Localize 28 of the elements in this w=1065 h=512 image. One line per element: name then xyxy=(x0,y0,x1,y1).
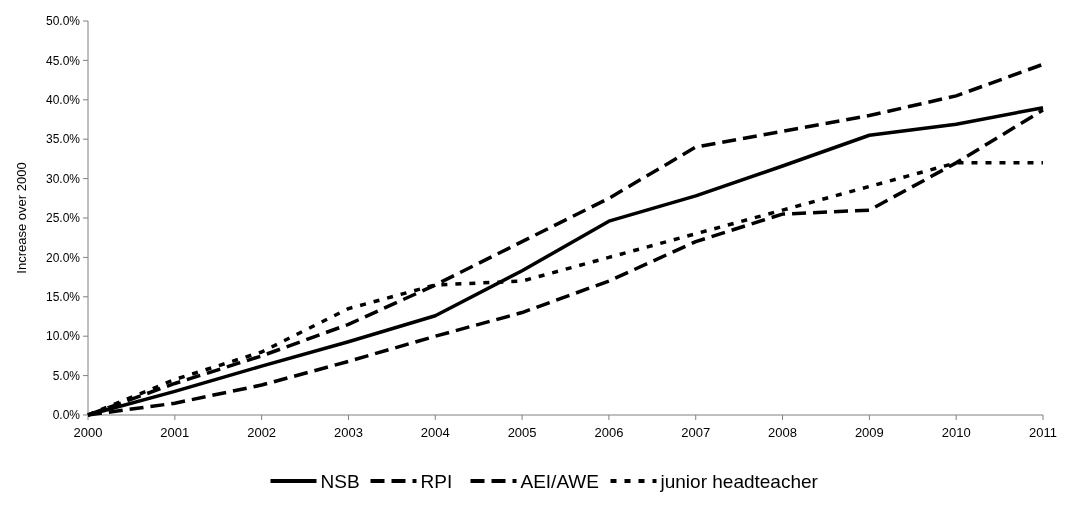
x-tick-label: 2008 xyxy=(768,425,798,440)
legend-label: junior headteacher xyxy=(659,470,819,492)
x-tick-label: 2002 xyxy=(247,425,277,440)
y-tick-label: 40.0% xyxy=(45,93,81,107)
x-tick-label: 2003 xyxy=(333,425,363,440)
y-axis-title: Increase over 2000 xyxy=(14,162,29,274)
legend-label: RPI xyxy=(420,470,453,492)
y-tick-label: 15.0% xyxy=(45,290,81,304)
x-tick-label: 2010 xyxy=(941,425,971,440)
y-tick-label: 5.0% xyxy=(52,368,81,383)
x-tick-label: 2001 xyxy=(160,425,190,440)
legend-label: AEI/AWE xyxy=(520,470,599,492)
y-tick-label: 20.0% xyxy=(45,250,81,265)
x-tick-label: 2004 xyxy=(420,425,450,440)
y-tick-label: 50.0% xyxy=(45,14,81,29)
x-tick-label: 2011 xyxy=(1029,425,1057,440)
y-tick-label: 30.0% xyxy=(45,171,81,186)
x-tick-label: 2000 xyxy=(73,425,103,440)
legend-label: NSB xyxy=(320,470,360,492)
x-tick-label: 2005 xyxy=(507,425,537,440)
y-tick-label: 25.0% xyxy=(45,211,81,226)
y-tick-label: 10.0% xyxy=(45,329,81,344)
y-tick-label: 0.0% xyxy=(52,408,81,423)
y-tick-label: 35.0% xyxy=(45,132,81,147)
x-tick-label: 2006 xyxy=(594,425,624,440)
y-tick-label: 45.0% xyxy=(45,53,81,68)
x-tick-label: 2009 xyxy=(854,425,884,440)
x-tick-label: 2007 xyxy=(681,425,711,440)
